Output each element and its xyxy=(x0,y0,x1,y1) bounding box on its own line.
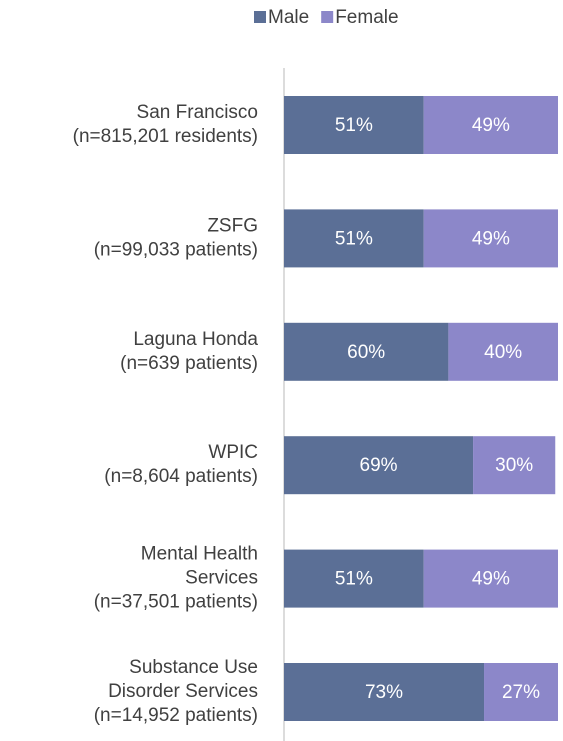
legend: Male Female xyxy=(254,7,399,28)
bar-segment xyxy=(284,96,424,154)
category-label-line: (n=37,501 patients) xyxy=(94,592,258,613)
bar-segment xyxy=(284,663,485,721)
value-label: 49% xyxy=(472,569,510,590)
category-label: WPIC (n=8,604 patients) xyxy=(104,442,258,487)
bar-segment xyxy=(473,436,556,495)
bar-segment xyxy=(284,322,449,381)
value-label: 51% xyxy=(335,569,373,590)
category-label-line: Disorder Services xyxy=(108,681,258,702)
legend-swatch xyxy=(254,11,266,23)
value-label: 73% xyxy=(365,682,403,703)
category-label: Laguna Honda (n=639 patients) xyxy=(120,329,258,374)
bar-segment xyxy=(484,663,558,721)
value-label: 49% xyxy=(472,228,510,249)
bar-segment xyxy=(423,209,558,268)
value-label: 60% xyxy=(347,342,385,363)
value-label: 49% xyxy=(472,115,510,136)
category-label-line: (n=14,952 patients) xyxy=(94,705,258,726)
category-label-line: Mental Health xyxy=(141,544,258,565)
bar-segment xyxy=(284,549,424,608)
bar-segment xyxy=(284,209,424,268)
category-label-line: Substance Use xyxy=(129,657,258,678)
value-label: 69% xyxy=(360,455,398,476)
category-label-line: ZSFG xyxy=(207,215,258,236)
value-label: 27% xyxy=(502,682,540,703)
legend-label: Male xyxy=(268,7,309,28)
category-label: ZSFG (n=99,033 patients) xyxy=(94,215,258,260)
legend-swatch xyxy=(321,11,334,23)
category-label: Substance Use Disorder Services (n=14,952 … xyxy=(94,657,258,726)
category-label: Mental Health Services (n=37,501 patients) xyxy=(94,544,258,613)
category-label-line: Laguna Honda xyxy=(133,329,258,350)
value-label: 30% xyxy=(495,455,533,476)
legend-label: Female xyxy=(335,7,398,28)
category-label-line: WPIC xyxy=(208,442,258,463)
value-label: 51% xyxy=(335,115,373,136)
category-label-line: (n=99,033 patients) xyxy=(94,239,258,260)
category-label: San Francisco (n=815,201 residents) xyxy=(73,102,258,147)
value-label: 51% xyxy=(335,228,373,249)
bar-segment xyxy=(423,96,558,154)
bar-segment xyxy=(448,322,558,381)
value-label: 40% xyxy=(484,342,522,363)
bar-segment xyxy=(423,549,558,608)
category-label-line: (n=639 patients) xyxy=(120,353,258,374)
bar-segment xyxy=(284,436,474,495)
category-label-line: (n=8,604 patients) xyxy=(104,466,258,487)
category-label-line: Services xyxy=(185,568,258,589)
category-label-line: (n=815,201 residents) xyxy=(73,126,258,147)
category-label-line: San Francisco xyxy=(137,102,258,123)
